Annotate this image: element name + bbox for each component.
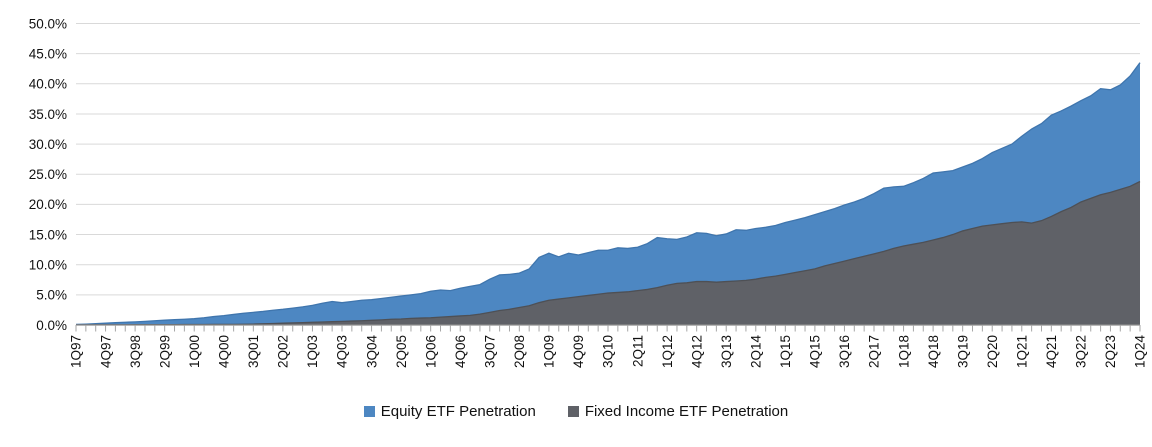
x-axis-tick-label: 4Q15 bbox=[808, 335, 823, 368]
x-axis-tick-label: 1Q15 bbox=[778, 335, 793, 368]
chart-legend: Equity ETF Penetration Fixed Income ETF … bbox=[0, 403, 1152, 420]
x-axis-tick-label: 2Q20 bbox=[985, 335, 1000, 368]
x-axis-tick-label: 2Q02 bbox=[276, 335, 291, 368]
x-axis-tick-label: 2Q05 bbox=[394, 335, 409, 368]
legend-item-equity: Equity ETF Penetration bbox=[363, 403, 536, 420]
x-axis-tick-label: 3Q04 bbox=[364, 335, 379, 369]
x-axis-tick-label: 1Q97 bbox=[69, 335, 84, 368]
fixed-income-series-swatch bbox=[567, 406, 579, 417]
y-axis-tick-label: 40.0% bbox=[29, 77, 67, 92]
x-axis-tick-label: 2Q17 bbox=[867, 335, 882, 368]
fixed-income-series-label: Fixed Income ETF Penetration bbox=[584, 403, 789, 420]
x-axis-tick-label: 1Q03 bbox=[305, 335, 320, 368]
plot-area: 0.0% 5.0% 10.0% 15.0% 20.0% 25.0% 30.0% 35.0% 40… bbox=[29, 16, 1148, 369]
x-axis-tick-label: 1Q18 bbox=[896, 335, 911, 368]
y-axis-tick-label: 5.0% bbox=[36, 288, 67, 303]
y-axis-tick-label: 0.0% bbox=[36, 318, 67, 333]
x-axis-tick-label: 1Q06 bbox=[423, 335, 438, 368]
x-axis-tick-label: 4Q97 bbox=[98, 335, 113, 368]
x-axis-tick-label: 2Q23 bbox=[1103, 335, 1118, 368]
y-axis-tick-label: 45.0% bbox=[29, 46, 67, 61]
x-axis-tick-label: 1Q09 bbox=[542, 335, 557, 368]
x-axis-tick-label: 4Q09 bbox=[571, 335, 586, 368]
legend-item-fixed-income: Fixed Income ETF Penetration bbox=[567, 403, 789, 420]
y-axis-tick-label: 10.0% bbox=[29, 258, 67, 273]
y-axis-tick-label: 50.0% bbox=[29, 16, 67, 31]
y-axis-tick-label: 15.0% bbox=[29, 227, 67, 242]
x-axis-tick-label: 3Q01 bbox=[246, 335, 261, 368]
y-axis-tick-label: 20.0% bbox=[29, 197, 67, 212]
x-axis-tick-label: 4Q03 bbox=[335, 335, 350, 368]
y-axis-tick-label: 35.0% bbox=[29, 107, 67, 122]
x-axis-tick-label: 1Q00 bbox=[187, 335, 202, 368]
equity-series-swatch bbox=[363, 406, 375, 417]
x-axis-tick-label: 3Q19 bbox=[955, 335, 970, 368]
equity-area-edge bbox=[75, 62, 1141, 326]
x-axis-tick-label: 3Q16 bbox=[837, 335, 852, 368]
x-axis-tick-label: 3Q13 bbox=[719, 335, 734, 368]
x-axis-tick-label: 1Q24 bbox=[1133, 335, 1148, 369]
x-axis-tick-label: 4Q00 bbox=[216, 335, 231, 368]
x-axis-tick-label: 1Q21 bbox=[1014, 335, 1029, 368]
x-axis-tick-label: 4Q21 bbox=[1044, 335, 1059, 368]
y-axis-tick-label: 25.0% bbox=[29, 167, 67, 182]
x-axis-tick-label: 2Q08 bbox=[512, 335, 527, 368]
x-axis-tick-label: 4Q12 bbox=[689, 335, 704, 368]
x-axis-tick-label: 3Q22 bbox=[1074, 335, 1089, 368]
y-axis-tick-label: 30.0% bbox=[29, 137, 67, 152]
x-axis-tick-label: 2Q99 bbox=[157, 335, 172, 368]
x-axis-tick-label: 4Q06 bbox=[453, 335, 468, 368]
x-axis-tick-label: 3Q98 bbox=[128, 335, 143, 368]
fixed-income-area-edge bbox=[76, 180, 1141, 326]
equity-series-label: Equity ETF Penetration bbox=[380, 403, 536, 420]
x-axis-tick-label: 1Q12 bbox=[660, 335, 675, 368]
x-axis-tick-label: 4Q18 bbox=[926, 335, 941, 368]
x-axis-tick-label: 2Q14 bbox=[748, 335, 763, 369]
x-axis-tick-label: 3Q10 bbox=[601, 335, 616, 368]
fixed-income-area bbox=[76, 181, 1140, 325]
x-axis-tick-label: 3Q07 bbox=[482, 335, 497, 368]
x-axis-tick-label: 2Q11 bbox=[630, 335, 645, 367]
